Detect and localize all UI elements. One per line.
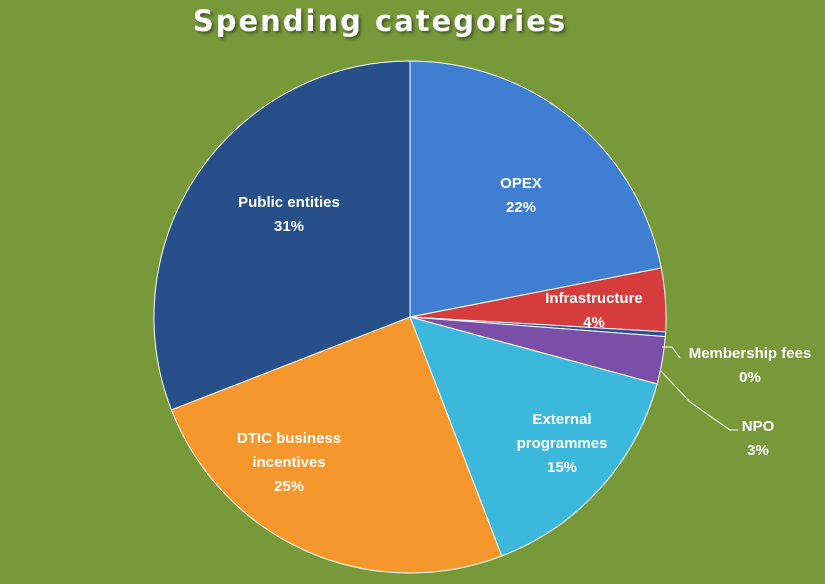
- slice-name: External: [532, 411, 591, 428]
- pie-slices: [153, 60, 667, 574]
- slice-name: Public entities: [238, 194, 340, 211]
- slice-percent: 22%: [506, 199, 536, 216]
- pie-slice-dtic-business-incentives: [170, 316, 503, 574]
- slice-label-npo: NPO 3%: [742, 418, 775, 459]
- slice-name: DTIC business: [237, 430, 341, 447]
- slice-percent: 25%: [274, 478, 304, 495]
- slice-name: programmes: [517, 435, 608, 452]
- pie-labels: OPEX 22% Infrastructure 4% Membership fees 0%…: [237, 175, 811, 495]
- pie-slice-public-entities: [153, 60, 411, 411]
- slice-label-dtic-business-incentives: DTIC business incentives 25%: [237, 430, 341, 495]
- pie-slice-opex: [409, 60, 662, 318]
- chart-title: Spending categories: [192, 4, 568, 38]
- slice-percent: 4%: [583, 314, 605, 331]
- slice-label-opex: OPEX 22%: [500, 175, 542, 216]
- slice-label-infrastructure: Infrastructure 4%: [545, 290, 643, 331]
- slice-percent: 3%: [747, 442, 769, 459]
- slice-label-external-programmes: External programmes 15%: [517, 411, 608, 476]
- slice-percent: 31%: [274, 218, 304, 235]
- leader-line-membership-fees: [662, 346, 681, 359]
- slice-name: Membership fees: [689, 345, 812, 362]
- pie-slice-external-programmes: [409, 316, 658, 557]
- slice-name: NPO: [742, 418, 775, 435]
- slice-name: Infrastructure: [545, 290, 643, 307]
- slice-percent: 15%: [547, 459, 577, 476]
- slice-label-public-entities: Public entities 31%: [238, 194, 340, 235]
- slice-percent: 0%: [739, 369, 761, 386]
- leader-line-npo: [659, 369, 738, 431]
- slice-name: incentives: [252, 454, 325, 471]
- slice-label-membership-fees: Membership fees 0%: [689, 345, 812, 386]
- slice-name: OPEX: [500, 175, 542, 192]
